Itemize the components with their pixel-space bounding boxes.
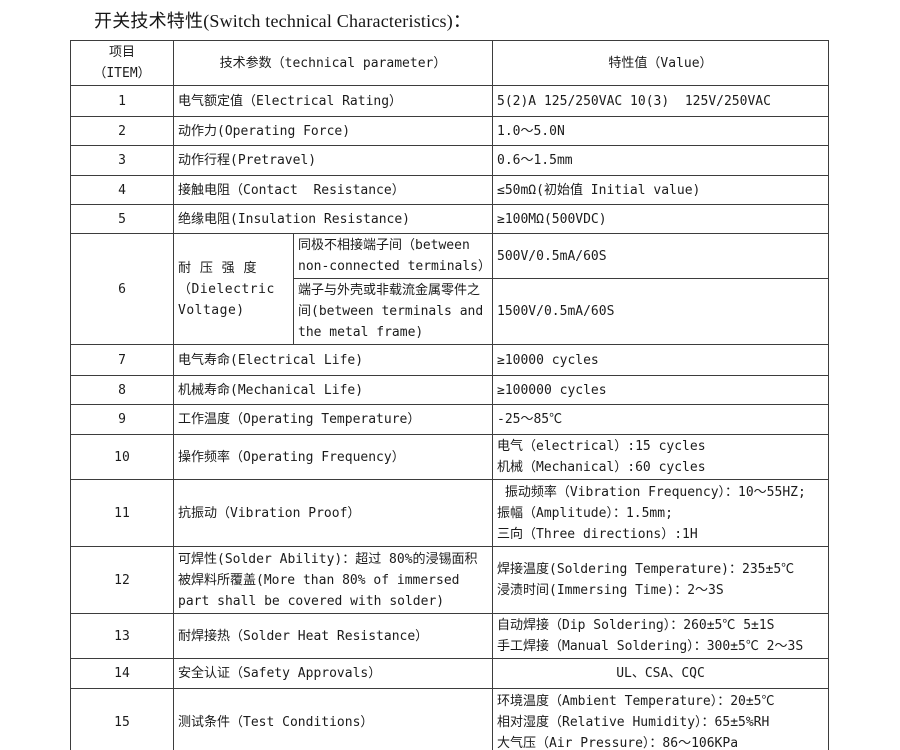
param-cell: 安全认证（Safety Approvals）: [173, 658, 493, 689]
value-line: ≥100000 cycles: [497, 382, 607, 398]
param-group-cell: 耐 压 强 度 （Dielectric Voltage): [173, 233, 294, 345]
table-row: 7 电气寿命(Electrical Life) ≥10000 cycles: [70, 344, 829, 376]
value-line: 三向（Three directions）:1H: [497, 526, 698, 542]
param-cell: 动作力(Operating Force): [173, 116, 493, 146]
table-header-row: 项目 （ITEM） 技术参数（technical parameter） 特性值（…: [70, 40, 829, 86]
table-row: 端子与外壳或非载流金属零件之间(between terminals and th…: [71, 278, 829, 345]
header-item: 项目 （ITEM）: [70, 40, 174, 86]
param-cell: 工作温度（Operating Temperature）: [173, 404, 493, 435]
header-parameter: 技术参数（technical parameter）: [173, 40, 493, 86]
table-row: 11 抗振动（Vibration Proof） 振动频率（Vibration F…: [70, 479, 829, 547]
value-line: 焊接温度(Soldering Temperature)：235±5℃: [497, 562, 795, 577]
value-line: 5(2)A 125/250VAC 10(3) 125V/250VAC: [497, 93, 771, 109]
item-cell: 5: [70, 204, 174, 234]
value-line: 浸渍时间(Immersing Time)：2～3S: [497, 583, 724, 598]
value-cell: 500V/0.5mA/60S: [492, 233, 829, 279]
table-row: 12 可焊性(Solder Ability)：超过 80%的浸锡面积被焊料所覆盖…: [70, 546, 829, 614]
param-cell: 电气寿命(Electrical Life): [173, 344, 493, 376]
table-row: 13 耐焊接热（Solder Heat Resistance） 自动焊接（Dip…: [70, 613, 829, 659]
item-cell: 10: [70, 434, 174, 480]
value-cell: ≤50mΩ(初始值 Initial value): [492, 175, 829, 205]
value-line: 0.6～1.5mm: [497, 153, 573, 168]
value-line: 自动焊接（Dip Soldering）：260±5℃ 5±1S: [497, 618, 775, 633]
value-line: 机械（Mechanical）:60 cycles: [497, 460, 706, 475]
item-cell: 14: [70, 658, 174, 689]
value-line: -25～85℃: [497, 412, 563, 427]
value-line: 电气（electrical）:15 cycles: [497, 439, 706, 454]
table-row: 14 安全认证（Safety Approvals） UL、CSA、CQC: [70, 658, 829, 689]
item-cell: 13: [70, 613, 174, 659]
value-line: 手工焊接（Manual Soldering）：300±5℃ 2～3S: [497, 639, 804, 654]
param-cell: 操作频率（Operating Frequency）: [173, 434, 493, 480]
value-line: UL、CSA、CQC: [616, 666, 705, 681]
table-row: 4 接触电阻（Contact Resistance） ≤50mΩ(初始值 Ini…: [70, 175, 829, 205]
value-line: 振幅（Amplitude）：1.5mm;: [497, 505, 673, 521]
sub-param-cell: 端子与外壳或非载流金属零件之间(between terminals and th…: [293, 278, 493, 345]
table-row: 2 动作力(Operating Force) 1.0～5.0N: [70, 116, 829, 146]
page-title: 开关技术特性(Switch technical Characteristics)…: [94, 11, 472, 31]
value-line: 环境温度（Ambient Temperature）：20±5℃: [497, 694, 775, 709]
item-cell: 2: [70, 116, 174, 146]
value-line: 1.0～5.0N: [497, 123, 565, 139]
value-line: ≤50mΩ(初始值 Initial value): [497, 182, 701, 198]
param-cell: 抗振动（Vibration Proof）: [173, 479, 493, 547]
item-cell: 9: [70, 404, 174, 435]
table-row: 6 耐 压 强 度 （Dielectric Voltage) 同极不相接端子间（…: [70, 233, 829, 345]
value-cell: 振动频率（Vibration Frequency）：10～55HZ; 振幅（Am…: [492, 479, 829, 547]
item-cell: 11: [70, 479, 174, 547]
item-cell: 1: [70, 85, 174, 117]
item-cell: 15: [70, 688, 174, 750]
table-row: 8 机械寿命(Mechanical Life) ≥100000 cycles: [70, 375, 829, 405]
value-cell: 电气（electrical）:15 cycles 机械（Mechanical）:…: [492, 434, 829, 480]
value-line: 大气压（Air Pressure）：86～106KPa: [497, 736, 739, 750]
table-row: 3 动作行程(Pretravel) 0.6～1.5mm: [70, 145, 829, 176]
param-cell: 可焊性(Solder Ability)：超过 80%的浸锡面积被焊料所覆盖(Mo…: [173, 546, 493, 614]
value-line: 振动频率（Vibration Frequency）：10～55HZ;: [497, 484, 806, 500]
param-cell: 耐焊接热（Solder Heat Resistance）: [173, 613, 493, 659]
spec-table: 项目 （ITEM） 技术参数（technical parameter） 特性值（…: [70, 40, 829, 750]
param-cell: 电气额定值（Electrical Rating）: [173, 85, 493, 117]
value-line: 500V/0.5mA/60S: [497, 248, 607, 264]
item-cell: 3: [70, 145, 174, 176]
table-row: 1 电气额定值（Electrical Rating） 5(2)A 125/250…: [70, 85, 829, 117]
item-cell: 6: [70, 233, 174, 345]
sub-param-cell: 同极不相接端子间（between non-connected terminals…: [293, 233, 493, 279]
table-row: 5 绝缘电阻(Insulation Resistance) ≥100MΩ(500…: [70, 204, 829, 234]
value-cell: 环境温度（Ambient Temperature）：20±5℃ 相对湿度（Rel…: [492, 688, 829, 750]
item-cell: 4: [70, 175, 174, 205]
value-cell: 1.0～5.0N: [492, 116, 829, 146]
value-line: 相对湿度（Relative Humidity）：65±5%RH: [497, 715, 770, 730]
value-cell: 1500V/0.5mA/60S: [492, 278, 829, 345]
value-line: ≥10000 cycles: [497, 352, 599, 368]
value-cell: 焊接温度(Soldering Temperature)：235±5℃ 浸渍时间(…: [492, 546, 829, 614]
param-cell: 动作行程(Pretravel): [173, 145, 493, 176]
table-row: 10 操作频率（Operating Frequency） 电气（electric…: [70, 434, 829, 480]
item-cell: 12: [70, 546, 174, 614]
value-cell: 自动焊接（Dip Soldering）：260±5℃ 5±1S 手工焊接（Man…: [492, 613, 829, 659]
param-cell: 绝缘电阻(Insulation Resistance): [173, 204, 493, 234]
item-cell: 8: [70, 375, 174, 405]
table-row: 9 工作温度（Operating Temperature） -25～85℃: [70, 404, 829, 435]
header-value: 特性值（Value）: [492, 40, 829, 86]
value-line: ≥100MΩ(500VDC): [497, 211, 607, 227]
value-cell: -25～85℃: [492, 404, 829, 435]
param-cell: 接触电阻（Contact Resistance）: [173, 175, 493, 205]
value-cell: ≥100000 cycles: [492, 375, 829, 405]
value-cell: 0.6～1.5mm: [492, 145, 829, 176]
value-line: 1500V/0.5mA/60S: [497, 304, 615, 319]
table-row: 15 测试条件（Test Conditions） 环境温度（Ambient Te…: [70, 688, 829, 750]
value-cell: ≥100MΩ(500VDC): [492, 204, 829, 234]
param-cell: 机械寿命(Mechanical Life): [173, 375, 493, 405]
value-cell: ≥10000 cycles: [492, 344, 829, 376]
param-cell: 测试条件（Test Conditions）: [173, 688, 493, 750]
item-cell: 7: [70, 344, 174, 376]
value-cell: 5(2)A 125/250VAC 10(3) 125V/250VAC: [492, 85, 829, 117]
value-cell: UL、CSA、CQC: [492, 658, 829, 689]
